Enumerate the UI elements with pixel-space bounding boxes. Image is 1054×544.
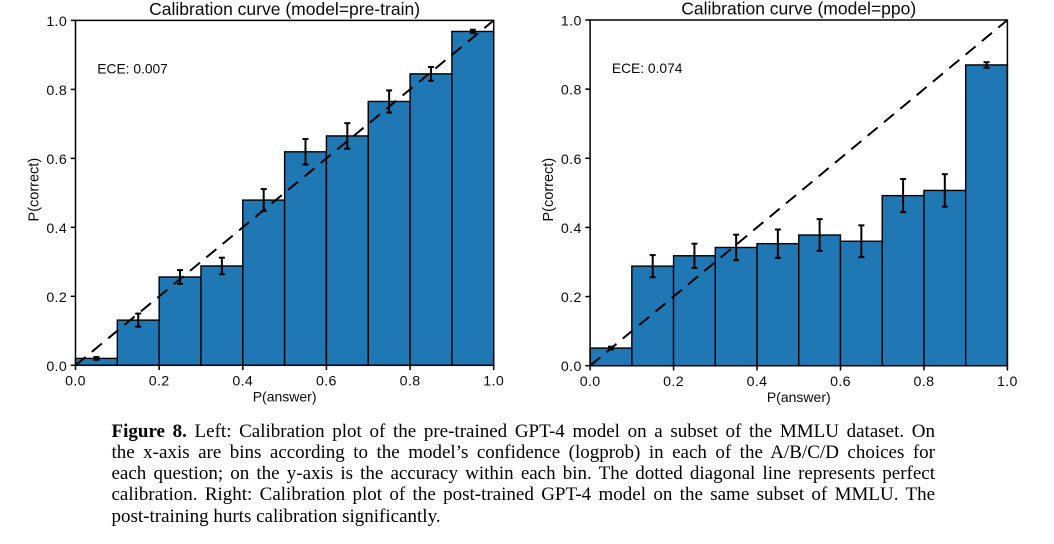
svg-text:0.4: 0.4: [747, 374, 768, 390]
svg-text:P(correct): P(correct): [541, 158, 557, 222]
svg-text:0.6: 0.6: [830, 374, 851, 390]
svg-text:Calibration curve (model=pre-t: Calibration curve (model=pre-train): [149, 0, 420, 19]
svg-text:ECE: 0.074: ECE: 0.074: [612, 61, 683, 76]
svg-text:0.6: 0.6: [46, 152, 67, 168]
svg-text:0.0: 0.0: [65, 374, 86, 390]
svg-text:0.6: 0.6: [561, 152, 582, 168]
svg-text:P(correct): P(correct): [27, 158, 43, 222]
svg-text:0.8: 0.8: [914, 374, 935, 390]
svg-text:0.2: 0.2: [663, 374, 684, 390]
svg-text:ECE: 0.007: ECE: 0.007: [97, 61, 168, 76]
svg-text:P(answer): P(answer): [767, 389, 831, 405]
svg-text:0.2: 0.2: [46, 290, 67, 306]
svg-text:1.0: 1.0: [997, 374, 1018, 390]
svg-text:1.0: 1.0: [46, 14, 67, 30]
svg-text:0.2: 0.2: [149, 374, 170, 390]
svg-text:0.4: 0.4: [46, 221, 67, 237]
svg-text:0.8: 0.8: [46, 83, 67, 99]
svg-text:1.0: 1.0: [561, 14, 582, 30]
svg-text:1.0: 1.0: [483, 374, 504, 390]
svg-text:0.4: 0.4: [232, 374, 253, 390]
svg-text:0.2: 0.2: [561, 290, 582, 306]
svg-text:0.4: 0.4: [561, 221, 582, 237]
svg-text:Calibration curve (model=ppo): Calibration curve (model=ppo): [681, 0, 916, 18]
svg-text:0.0: 0.0: [561, 359, 582, 375]
svg-text:0.6: 0.6: [316, 374, 337, 390]
svg-text:0.0: 0.0: [580, 374, 601, 390]
svg-text:0.8: 0.8: [561, 83, 582, 99]
svg-text:0.0: 0.0: [46, 359, 67, 375]
svg-text:P(answer): P(answer): [253, 389, 317, 405]
svg-text:0.8: 0.8: [400, 374, 421, 390]
